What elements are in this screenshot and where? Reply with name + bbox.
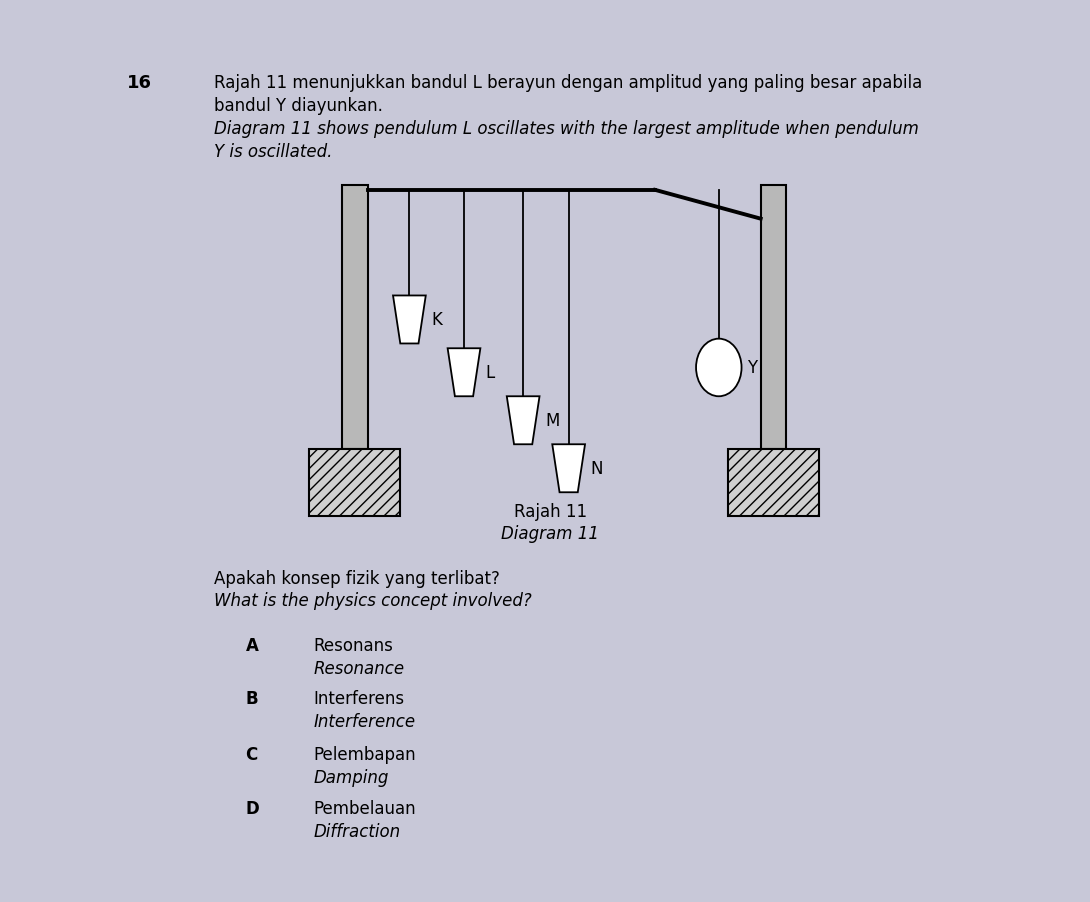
Bar (728, 449, 819, 517)
Text: Resonance: Resonance (314, 659, 405, 677)
Text: Damping: Damping (314, 768, 389, 786)
Text: D: D (245, 799, 259, 817)
Ellipse shape (697, 339, 741, 397)
Text: A: A (245, 637, 258, 655)
Text: 16: 16 (128, 74, 153, 92)
Polygon shape (393, 296, 426, 344)
Text: What is the physics concept involved?: What is the physics concept involved? (214, 592, 532, 610)
Bar (761, 186, 786, 449)
Text: Y: Y (747, 359, 758, 377)
Bar (342, 186, 367, 449)
Polygon shape (553, 445, 585, 492)
Text: Pelembapan: Pelembapan (314, 745, 416, 763)
Text: Pembelauan: Pembelauan (314, 799, 416, 817)
Text: Resonans: Resonans (314, 637, 393, 655)
Text: Interferens: Interferens (314, 689, 405, 707)
Text: L: L (486, 364, 495, 382)
Text: M: M (545, 412, 559, 429)
Text: Y is oscillated.: Y is oscillated. (214, 143, 332, 161)
Text: Diagram 11 shows pendulum L oscillates with the largest amplitude when pendulum: Diagram 11 shows pendulum L oscillates w… (214, 120, 919, 138)
Polygon shape (507, 397, 540, 445)
Bar (310, 449, 400, 517)
Text: Diffraction: Diffraction (314, 823, 401, 841)
Polygon shape (448, 349, 481, 397)
Text: bandul Y diayunkan.: bandul Y diayunkan. (214, 97, 383, 115)
Text: C: C (245, 745, 258, 763)
Text: Apakah konsep fizik yang terlibat?: Apakah konsep fizik yang terlibat? (214, 569, 499, 587)
Text: Rajah 11 menunjukkan bandul L berayun dengan amplitud yang paling besar apabila: Rajah 11 menunjukkan bandul L berayun de… (214, 74, 922, 92)
Text: B: B (245, 689, 258, 707)
Text: Interference: Interference (314, 713, 416, 731)
Text: K: K (432, 311, 443, 329)
Text: Rajah 11: Rajah 11 (513, 502, 588, 520)
Text: N: N (591, 460, 603, 478)
Text: Diagram 11: Diagram 11 (501, 524, 600, 542)
